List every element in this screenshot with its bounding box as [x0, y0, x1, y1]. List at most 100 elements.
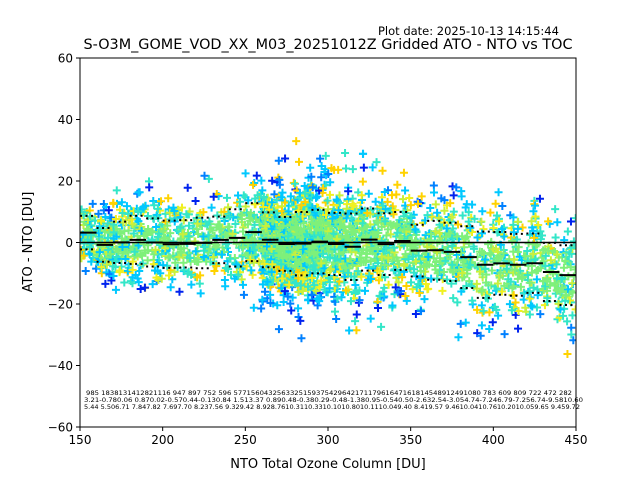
- scatter-point: [194, 230, 203, 239]
- scatter-point: [475, 267, 484, 276]
- scatter-point: [250, 245, 259, 254]
- scatter-point: [80, 205, 86, 214]
- scatter-point: [221, 240, 230, 249]
- scatter-point: [134, 278, 143, 287]
- scatter-point: [479, 307, 488, 316]
- scatter-point: [523, 247, 532, 256]
- scatter-point: [475, 247, 484, 256]
- scatter-point: [249, 180, 258, 189]
- scatter-point: [94, 209, 103, 218]
- scatter-point: [556, 288, 565, 297]
- scatter-point: [384, 253, 393, 262]
- x-tick-label: 200: [151, 433, 174, 447]
- scatter-point: [438, 286, 447, 295]
- scatter-point: [384, 280, 393, 289]
- scatter-point: [494, 188, 503, 197]
- scatter-point: [527, 217, 536, 226]
- scatter-point: [324, 247, 333, 256]
- scatter-point: [122, 202, 131, 211]
- scatter-point: [118, 243, 127, 252]
- scatter-point: [485, 325, 494, 334]
- scatter-point: [222, 193, 231, 202]
- scatter-point: [191, 197, 200, 206]
- scatter-point: [267, 255, 276, 264]
- scatter-point: [499, 249, 508, 258]
- scatter-point: [420, 295, 429, 304]
- scatter-point: [178, 230, 187, 239]
- scatter-point: [261, 251, 270, 260]
- scatter-point: [449, 191, 458, 200]
- scatter-point: [330, 245, 339, 254]
- scatter-point: [375, 291, 384, 300]
- scatter-point: [202, 257, 211, 266]
- scatter-point: [300, 181, 309, 190]
- scatter-point: [317, 276, 326, 285]
- scatter-point: [335, 191, 344, 200]
- scatter-point: [381, 217, 390, 226]
- scatter-point: [171, 258, 180, 267]
- scatter-point: [259, 246, 268, 255]
- scatter-point: [500, 330, 509, 339]
- scatter-point: [330, 254, 339, 263]
- x-tick-label: 250: [234, 433, 257, 447]
- scatter-point: [212, 262, 221, 271]
- scatter-point: [166, 266, 175, 275]
- scatter-point: [97, 216, 106, 225]
- scatter-point: [567, 330, 576, 339]
- scatter-point: [525, 310, 534, 319]
- scatter-point: [184, 232, 193, 241]
- scatter-point: [423, 242, 432, 251]
- scatter-point: [308, 218, 317, 227]
- y-axis-label: ATO - NTO [DU]: [21, 192, 36, 293]
- scatter-point: [330, 307, 339, 316]
- scatter-point: [184, 221, 193, 230]
- scatter-point: [185, 254, 194, 263]
- scatter-point: [486, 208, 495, 217]
- scatter-point: [112, 245, 121, 254]
- scatter-point: [120, 278, 129, 287]
- scatter-point: [134, 207, 143, 216]
- scatter-point: [149, 260, 158, 269]
- scatter-point: [175, 287, 184, 296]
- scatter-point: [347, 214, 356, 223]
- scatter-point: [478, 308, 487, 317]
- scatter-point: [230, 274, 239, 283]
- scatter-point: [270, 190, 279, 199]
- scatter-point: [226, 254, 235, 263]
- scatter-point: [426, 203, 435, 212]
- scatter-point: [138, 259, 147, 268]
- scatter-point: [453, 298, 462, 307]
- scatter-point: [135, 188, 144, 197]
- scatter-point: [336, 243, 345, 252]
- scatter-point: [556, 305, 565, 314]
- scatter-point: [528, 302, 537, 311]
- scatter-point: [349, 202, 358, 211]
- plot-date: Plot date: 2025-10-13 14:15:44: [378, 24, 559, 38]
- scatter-point: [514, 243, 523, 252]
- scatter-point: [176, 223, 185, 232]
- scatter-point: [463, 260, 472, 269]
- scatter-point: [393, 180, 402, 189]
- stats-row-mean: 3.21-0.780.06 0.870.02-0.570.44-0.130.84…: [84, 397, 583, 404]
- scatter-point: [275, 175, 284, 184]
- scatter-point: [414, 251, 423, 260]
- scatter-point: [352, 326, 361, 335]
- scatter-point: [307, 290, 316, 299]
- scatter-point: [128, 265, 137, 274]
- scatter-point: [267, 198, 276, 207]
- scatter-point: [509, 220, 518, 229]
- scatter-point: [156, 269, 165, 278]
- scatter-point: [326, 234, 335, 243]
- scatter-point: [319, 249, 328, 258]
- scatter-point: [477, 321, 486, 330]
- scatter-point: [335, 222, 344, 231]
- scatter-point: [209, 192, 218, 201]
- scatter-point: [199, 232, 208, 241]
- scatter-point: [280, 287, 289, 296]
- scatter-point: [448, 234, 457, 243]
- scatter-point: [346, 255, 355, 264]
- scatter-point: [442, 224, 451, 233]
- scatter-point: [151, 245, 160, 254]
- scatter-point: [257, 176, 266, 185]
- scatter-point: [193, 257, 202, 266]
